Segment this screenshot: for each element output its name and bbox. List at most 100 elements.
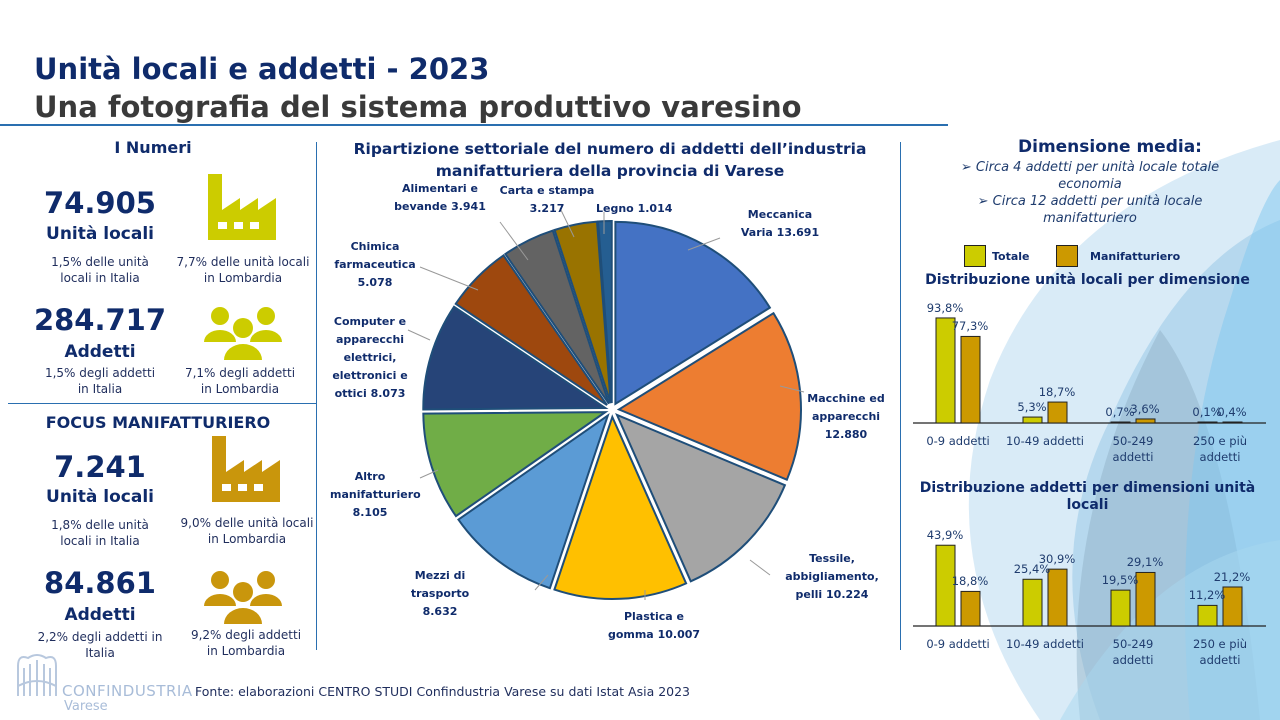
legend-swatch-totale: [964, 245, 986, 267]
pie-label-text: Chimica farmaceutica: [334, 240, 416, 271]
bar-value-label: 30,9%: [1038, 552, 1076, 567]
legend-swatch-manifatturiero: [1056, 245, 1078, 267]
bar-value-label: 18,7%: [1038, 385, 1076, 400]
legend-totale: Totale: [992, 250, 1030, 263]
bar-chart-1-title: Distribuzione unità locali per dimension…: [925, 272, 1250, 288]
bar-value-label: 0,7%: [1105, 405, 1135, 419]
numeri-unita-label: Unità locali: [46, 224, 154, 244]
pie-leader-line: [559, 207, 575, 238]
bar-manifatturiero: [960, 335, 981, 424]
focus-heading: FOCUS MANIFATTURIERO: [45, 413, 271, 432]
people-icon: [204, 571, 282, 624]
pie-data-label: Meccanica Varia 13.691: [730, 206, 830, 242]
confindustria-logo-subtext: Varese: [64, 699, 108, 714]
bullet-item: ➢ Circa 12 addetti per unità locale mani…: [977, 194, 1203, 226]
focus-unita-label: Unità locali: [46, 487, 154, 507]
bar-manifatturiero: [1047, 568, 1068, 627]
focus-addetti-italia: 2,2% degli addetti in Italia: [37, 630, 163, 660]
bar-totale: [1197, 421, 1218, 424]
numeri-heading: I Numeri: [114, 138, 192, 157]
bar-manifatturiero: [960, 590, 981, 627]
divider: [900, 142, 901, 650]
pie-label-value: 13.691: [776, 226, 820, 239]
pie-data-label: Altro manifatturiero 8.105: [330, 468, 421, 522]
bar-value-label: 18,8%: [951, 574, 989, 589]
bullet-item: ➢ Circa 4 addetti per unità locale total…: [960, 160, 1220, 192]
bar-totale: [1110, 589, 1131, 627]
bar-chart-2-title: Distribuzione addetti per dimensioni uni…: [919, 480, 1256, 513]
bar-value-label: 11,2%: [1188, 588, 1226, 603]
bar-totale: [1022, 578, 1043, 627]
pie-label-value: 8.632: [422, 605, 458, 618]
dimensione-heading: Dimensione media:: [1018, 137, 1202, 157]
numeri-unita-value: 74.905: [44, 186, 156, 220]
numeri-unita-italia: 1,5% delle unità locali in Italia: [51, 255, 149, 285]
pie-leader-line: [407, 329, 431, 341]
page-title: Unità locali e addetti - 2023: [34, 52, 490, 86]
pie-data-label: Chimica farmaceutica 5.078: [330, 238, 420, 292]
bar-value-label: 3,6%: [1130, 401, 1160, 416]
pie-label-text: Altro manifatturiero: [330, 470, 421, 501]
confindustria-logo-text: CONFINDUSTRIA: [62, 682, 193, 700]
bar-value-label: 5,3%: [1017, 400, 1047, 415]
factory-icon: [212, 436, 280, 502]
header-divider: [0, 124, 948, 126]
source-note: Fonte: elaborazioni CENTRO STUDI Confind…: [195, 684, 691, 699]
pie-slice: [454, 254, 608, 406]
bar-manifatturiero: [1222, 586, 1243, 627]
page-subtitle: Una fotografia del sistema produttivo va…: [34, 90, 802, 124]
bar-totale: [935, 544, 956, 627]
focus-unita-value: 7.241: [54, 450, 146, 484]
people-icon: [204, 307, 282, 360]
pie-slice: [616, 311, 802, 482]
divider: [8, 403, 316, 404]
focus-addetti-lombardia: 9,2% degli addetti in Lombardia: [190, 628, 302, 658]
bar-value-label: 29,1%: [1126, 555, 1164, 570]
numeri-addetti-value: 284.717: [33, 303, 167, 337]
pie-data-label: Legno 1.014: [596, 200, 672, 218]
pie-label-text: Mezzi di trasporto: [410, 569, 470, 600]
bullet-text: Circa 12 addetti per unità locale manifa…: [992, 194, 1203, 226]
pie-slice: [553, 414, 688, 600]
bar-value-label: 21,2%: [1213, 569, 1251, 584]
x-tick-label: 10-49 addetti: [1005, 434, 1084, 448]
pie-label-text: Meccanica Varia: [740, 208, 813, 239]
pie-slice: [422, 411, 609, 518]
dimensione-bullets: ➢ Circa 4 addetti per unità locale total…: [930, 159, 1250, 227]
numeri-addetti-lombardia: 7,1% degli addetti in Lombardia: [184, 366, 296, 396]
bar-value-label: 19,5%: [1101, 573, 1139, 588]
pie-label-text: Plastica e gomma: [607, 610, 685, 641]
pie-label-text: Macchine ed apparecchi: [807, 392, 885, 423]
pie-label-value: 5.078: [357, 276, 393, 289]
x-tick-label: 50-249 addetti: [1112, 434, 1154, 464]
pie-leader-line: [419, 469, 439, 479]
bar-manifatturiero: [1222, 421, 1243, 424]
x-tick-label: 0-9 addetti: [926, 637, 990, 651]
focus-unita-lombardia: 9,0% delle unità locali in Lombardia: [180, 516, 314, 546]
bar-totale: [935, 317, 956, 424]
bar-totale: [1197, 604, 1218, 627]
pie-slice: [615, 413, 787, 583]
pie-leader-line: [499, 221, 529, 261]
pie-slice: [503, 229, 610, 405]
confindustria-logo-icon: [17, 654, 57, 696]
pie-slice: [553, 220, 612, 404]
focus-addetti-value: 84.861: [44, 566, 156, 600]
pie-slice: [422, 305, 609, 411]
pie-slice: [614, 220, 772, 406]
pie-label-value: 1.014: [637, 202, 673, 215]
legend-manifatturiero: Manifatturiero: [1090, 250, 1181, 263]
pie-leader-line: [749, 559, 771, 576]
x-tick-label: 0-9 addetti: [926, 434, 990, 448]
x-tick-label: 250 e più addetti: [1192, 434, 1248, 464]
bar-totale: [1022, 416, 1043, 424]
pie-label-text: Alimentari e bevande: [394, 182, 478, 213]
pie-leader-line: [779, 385, 805, 393]
pie-label-value: 3.217: [529, 202, 565, 215]
numeri-addetti-label: Addetti: [64, 342, 136, 362]
pie-label-value: 12.880: [824, 428, 868, 441]
focus-addetti-label: Addetti: [64, 605, 136, 625]
pie-data-label: Alimentari e bevande 3.941: [390, 180, 490, 216]
